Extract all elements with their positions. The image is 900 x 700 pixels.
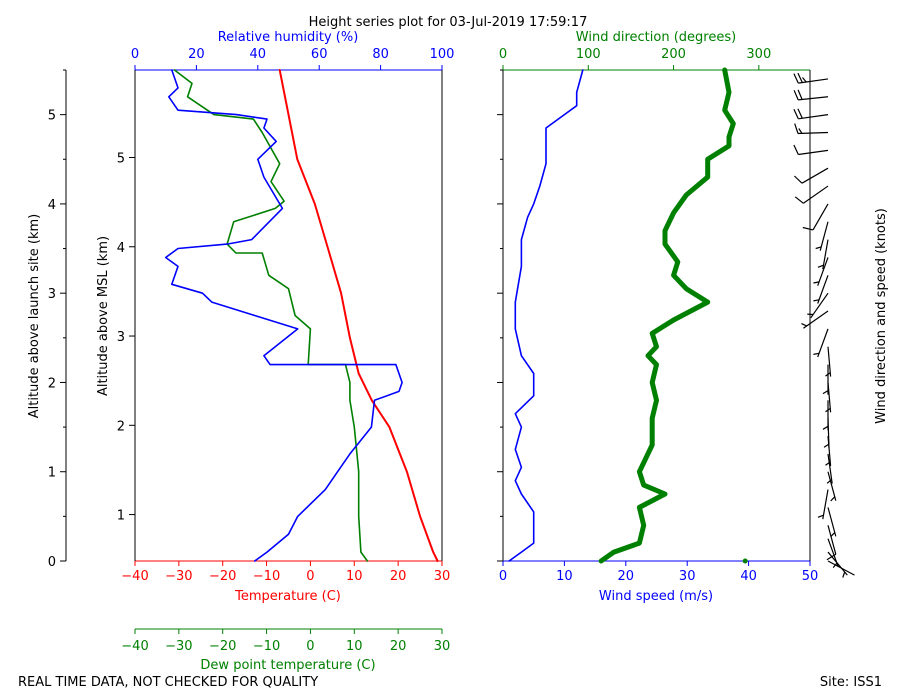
launch-site-axis-tick-label: 1 [48, 466, 56, 481]
quality-note: REAL TIME DATA, NOT CHECKED FOR QUALITY [18, 675, 318, 690]
wind-direction-axis-tick-label: 200 [661, 47, 686, 62]
wind-speed-axis-tick-label: 10 [556, 569, 573, 584]
dewpoint-axis-tick-label: 30 [434, 639, 451, 654]
humidity-line [164, 69, 403, 562]
wind-barb [801, 310, 829, 329]
launch-site-axis-label: Altitude above launch site (km) [27, 214, 42, 418]
left-panel: −40 −30 −20 −10 0 10 20 30−40 −30 −20 −10 0 10 20 300 2… [27, 30, 454, 673]
launch-site-axis-tick-label: 3 [48, 287, 56, 302]
humidity-axis-tick-label: 60 [311, 47, 328, 62]
msl-axis-tick-label: 3 [117, 330, 125, 345]
humidity-axis-tick-label: 80 [372, 47, 389, 62]
dewpoint-axis-tick-label: −10 [253, 639, 280, 654]
wind-barb [793, 144, 829, 156]
wind-barb [794, 123, 829, 135]
wind-barb [793, 167, 829, 184]
wind-direction-axis-tick-label: 0 [499, 47, 507, 62]
msl-axis-tick-label: 4 [117, 241, 125, 256]
temperature-axis-tick-label: −40 [121, 569, 148, 584]
chart-title: Height series plot for 03-Jul-2019 17:59… [309, 15, 588, 30]
msl-axis-tick-label: 5 [117, 151, 125, 166]
wind-speed-axis-tick-label: 20 [618, 569, 635, 584]
dewpoint-axis-tick-label: −30 [165, 639, 192, 654]
wind-speed-axis-tick-label: 0 [499, 569, 507, 584]
humidity-axis-tick-label: 100 [430, 47, 455, 62]
wind-barbs-panel: Wind direction and speed (knots) [793, 72, 889, 578]
dewpoint-axis-tick-label: −20 [209, 639, 236, 654]
dewpoint-axis-tick-label: −40 [121, 639, 148, 654]
wind-barb [825, 346, 832, 377]
temperature-axis-tick-label: 10 [346, 569, 363, 584]
temperature-axis-tick-label: −30 [165, 569, 192, 584]
wind-barb [793, 89, 829, 101]
wind-direction-axis-tick-label: 300 [746, 47, 771, 62]
wind-barbs-label: Wind direction and speed (knots) [874, 208, 889, 424]
wind-barb [827, 507, 837, 538]
wind-barb [807, 292, 829, 319]
temperature-axis-label: Temperature (C) [234, 589, 341, 604]
dewpoint-axis-tick-label: 10 [346, 639, 363, 654]
wind-barb [825, 435, 832, 466]
humidity-axis-tick-label: 40 [250, 47, 267, 62]
wind-barb [802, 203, 829, 231]
wind-barb [793, 72, 829, 84]
right-panel: 0 10 20 30 40 50 0 100 200 300 Wind direction (de… [497, 30, 818, 604]
wind-barb [817, 489, 829, 520]
wind-speed-axis-tick-label: 50 [802, 569, 819, 584]
dewpoint-axis-tick-label: 0 [306, 639, 314, 654]
wind-barb [793, 108, 829, 120]
wind-speed-line [508, 69, 584, 562]
wind-barb [817, 239, 829, 270]
wind-barb [826, 525, 837, 561]
msl-axis-label: Altitude above MSL (km) [96, 236, 111, 396]
temperature-axis-tick-label: −10 [253, 569, 280, 584]
dewpoint-line [173, 69, 369, 562]
dewpoint-axis-label: Dew point temperature (C) [200, 658, 375, 673]
wind-barb [813, 257, 829, 286]
wind-speed-axis-label: Wind speed (m/s) [599, 589, 713, 604]
dewpoint-axis-tick-label: 20 [390, 639, 407, 654]
temperature-axis-tick-label: 0 [306, 569, 314, 584]
wind-barb [794, 185, 829, 204]
msl-axis-tick-label: 2 [117, 419, 125, 434]
wind-direction-point [742, 558, 748, 564]
wind-barb [822, 364, 829, 395]
temperature-axis-tick-label: −20 [209, 569, 236, 584]
wind-speed-axis-tick-label: 30 [679, 569, 696, 584]
wind-barb [822, 400, 829, 431]
msl-axis-tick-label: 1 [117, 509, 125, 524]
temperature-axis-tick-label: 20 [390, 569, 407, 584]
launch-site-axis-tick-label: 4 [48, 198, 56, 213]
launch-site-axis-tick-label: 0 [48, 555, 56, 570]
temperature-axis-tick-label: 30 [434, 569, 451, 584]
humidity-axis-tick-label: 0 [131, 47, 139, 62]
site-label: Site: ISS1 [820, 675, 882, 690]
wind-barb [813, 328, 829, 358]
launch-site-axis-tick-label: 5 [48, 109, 56, 124]
wind-barb [827, 538, 839, 568]
wind-barb [826, 453, 833, 484]
wind-barb [815, 221, 829, 251]
wind-direction-axis-label: Wind direction (degrees) [576, 30, 736, 45]
humidity-axis-tick-label: 20 [188, 47, 205, 62]
wind-barb [827, 471, 837, 502]
wind-direction-line [598, 67, 736, 564]
wind-direction-axis-tick-label: 100 [576, 47, 601, 62]
wind-barb [813, 275, 829, 304]
launch-site-axis-tick-label: 2 [48, 376, 56, 391]
wind-speed-axis-tick-label: 40 [740, 569, 757, 584]
humidity-axis-label: Relative humidity (%) [218, 30, 359, 45]
